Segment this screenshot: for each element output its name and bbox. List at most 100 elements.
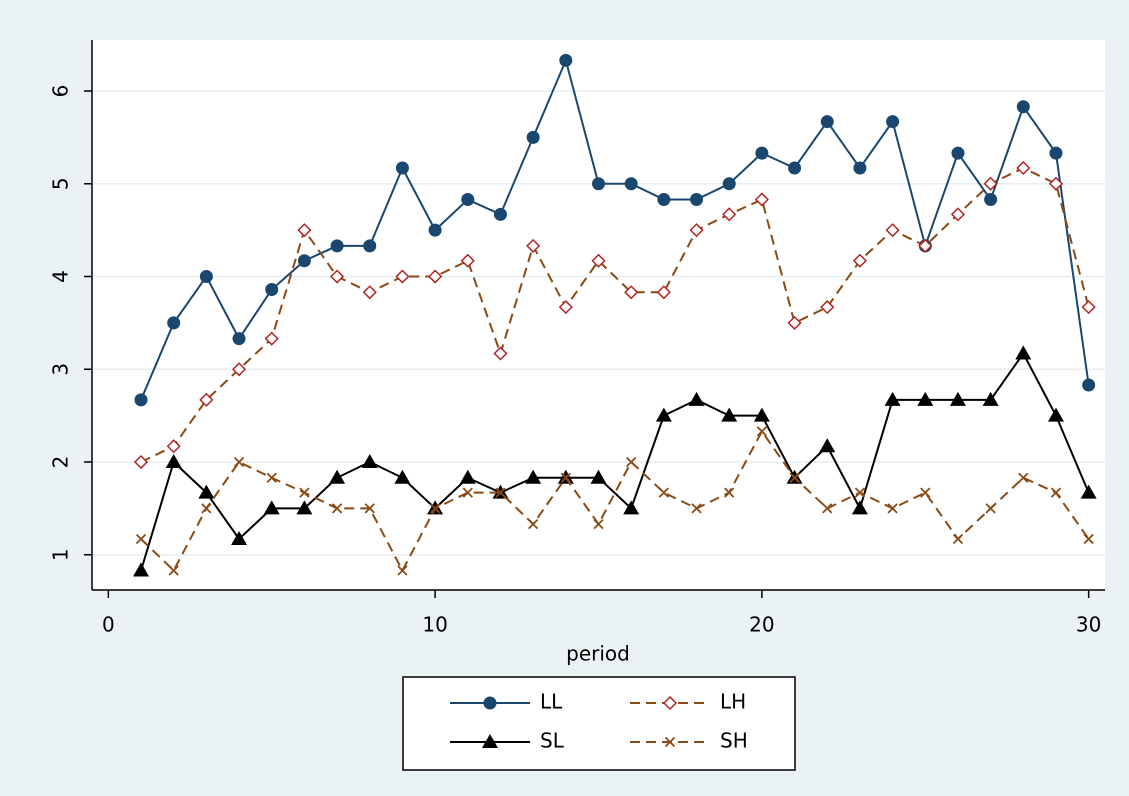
marker <box>263 500 280 515</box>
marker <box>1016 100 1030 114</box>
y-tick-label: 3 <box>49 363 73 376</box>
marker <box>266 472 277 483</box>
marker <box>624 285 639 300</box>
marker <box>135 533 147 545</box>
marker <box>199 392 214 407</box>
x-tick-label: 10 <box>422 613 447 637</box>
marker <box>918 238 933 253</box>
series-line <box>140 351 1090 571</box>
y-tick-label: 1 <box>49 548 73 561</box>
series-line <box>140 57 1090 401</box>
marker <box>166 439 181 454</box>
marker <box>887 503 898 514</box>
plot-area <box>92 40 1105 590</box>
marker <box>788 161 802 175</box>
marker <box>949 391 966 406</box>
marker <box>364 503 375 514</box>
marker <box>330 269 345 284</box>
marker <box>985 503 996 514</box>
marker <box>722 207 737 222</box>
marker <box>984 193 998 207</box>
x-tick-label: 0 <box>102 613 115 637</box>
marker <box>461 193 475 207</box>
marker <box>852 253 867 268</box>
x-axis-title: period <box>566 642 630 666</box>
marker <box>1080 484 1097 499</box>
marker <box>133 454 149 470</box>
marker <box>462 487 473 498</box>
marker <box>789 472 800 483</box>
marker <box>560 472 571 483</box>
marker <box>265 282 279 296</box>
legend-marker <box>662 695 678 711</box>
marker <box>165 454 182 469</box>
marker <box>656 285 671 300</box>
legend-label: LH <box>720 690 746 714</box>
marker <box>1048 176 1064 191</box>
marker <box>395 269 410 284</box>
marker <box>851 500 868 515</box>
x-tick-label: 20 <box>749 613 774 637</box>
marker <box>429 503 441 514</box>
series-line <box>140 166 1090 463</box>
marker <box>526 130 540 144</box>
marker <box>853 161 867 175</box>
legend-marker <box>483 696 497 710</box>
marker <box>361 454 378 469</box>
marker <box>331 503 343 514</box>
marker <box>787 315 802 330</box>
marker <box>395 161 409 175</box>
marker <box>690 193 704 207</box>
marker <box>657 193 671 207</box>
marker <box>460 253 475 268</box>
legend <box>402 676 796 771</box>
marker <box>920 487 931 498</box>
marker <box>330 239 344 253</box>
marker <box>168 565 179 576</box>
marker <box>559 53 573 67</box>
marker <box>167 316 181 330</box>
marker <box>1050 487 1062 498</box>
marker <box>198 484 215 499</box>
marker <box>296 500 313 515</box>
marker <box>495 487 506 498</box>
marker <box>363 239 377 253</box>
marker <box>819 438 836 453</box>
marker <box>201 503 212 514</box>
marker <box>231 530 248 545</box>
marker <box>394 469 411 484</box>
marker <box>593 519 604 530</box>
marker <box>623 500 640 515</box>
marker <box>233 456 245 468</box>
marker <box>854 487 866 498</box>
marker <box>917 391 934 406</box>
marker <box>884 391 901 406</box>
marker <box>624 177 638 191</box>
marker <box>459 469 476 484</box>
marker <box>658 487 669 498</box>
series-line <box>140 429 1090 573</box>
marker <box>655 407 672 422</box>
marker <box>133 562 150 577</box>
marker <box>722 177 736 191</box>
legend-marker <box>482 734 498 748</box>
marker <box>952 533 964 545</box>
y-tick-label: 5 <box>49 177 73 190</box>
legend-marker <box>664 736 676 748</box>
marker <box>950 207 966 222</box>
marker <box>689 223 704 238</box>
marker <box>688 391 705 406</box>
legend-label: LL <box>540 690 563 714</box>
marker <box>299 487 310 498</box>
marker <box>951 146 965 160</box>
marker <box>428 223 442 237</box>
marker <box>231 362 247 377</box>
marker <box>982 391 999 406</box>
marker <box>493 207 507 221</box>
marker <box>1082 378 1096 392</box>
marker <box>590 469 607 484</box>
marker <box>691 503 702 514</box>
marker <box>264 331 279 346</box>
marker <box>591 253 606 268</box>
marker <box>1018 472 1029 483</box>
